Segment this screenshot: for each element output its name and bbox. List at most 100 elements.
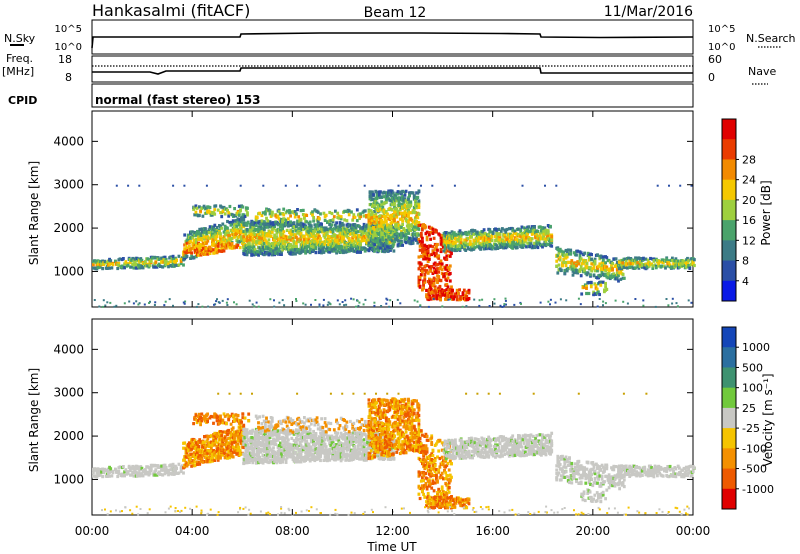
echo-cell	[428, 254, 431, 258]
echo-cell	[194, 237, 198, 241]
echo-cell	[320, 222, 323, 226]
echo-cell	[624, 262, 628, 266]
echo-cell	[310, 303, 312, 306]
echo-cell	[544, 184, 546, 187]
echo-cell	[400, 234, 403, 238]
echo-cell	[132, 263, 136, 267]
echo-cell	[340, 221, 344, 226]
echo-cell	[379, 239, 382, 243]
echo-cell	[338, 303, 341, 306]
echo-cell	[675, 302, 678, 305]
echo-cell	[177, 254, 181, 258]
echo-cell	[382, 223, 386, 227]
echo-cell	[123, 474, 126, 478]
echo-cell	[193, 443, 197, 447]
echo-cell	[432, 294, 435, 298]
echo-cell	[417, 255, 421, 259]
echo-cell	[414, 225, 417, 229]
echo-cell	[416, 216, 420, 220]
echo-cell	[555, 184, 558, 187]
echo-cell	[517, 242, 520, 246]
echo-cell	[200, 249, 204, 253]
echo-cell	[601, 280, 605, 284]
echo-cell	[123, 266, 126, 270]
echo-cell	[617, 279, 620, 283]
echo-cell	[514, 232, 518, 236]
echo-cell	[245, 223, 249, 227]
echo-cell	[375, 228, 379, 232]
echo-cell	[497, 227, 501, 231]
echo-cell	[270, 210, 274, 214]
echo-cell	[262, 220, 266, 224]
echo-cell	[208, 211, 212, 215]
echo-cell	[283, 304, 286, 307]
colorbar-tick-label: 20	[742, 194, 756, 207]
echo-cell	[422, 286, 425, 290]
echo-cell	[267, 234, 271, 238]
echo-cell	[503, 233, 507, 237]
echo-cell	[275, 235, 279, 239]
echo-cell	[422, 283, 425, 287]
echo-cell	[343, 304, 346, 307]
echo-cell	[622, 300, 625, 303]
echo-cell	[426, 249, 430, 253]
echo-cell	[225, 301, 228, 304]
echo-cell	[362, 303, 365, 306]
echo-cell	[314, 247, 318, 251]
echo-cell	[203, 237, 206, 241]
echo-cell	[419, 262, 423, 266]
echo-cell	[242, 235, 246, 239]
echo-cell	[558, 255, 562, 259]
echo-cell	[688, 266, 692, 270]
echo-cell	[307, 231, 311, 235]
echo-cell	[185, 254, 189, 259]
echo-cell	[448, 279, 452, 283]
echo-cell	[405, 228, 409, 232]
echo-cell	[410, 218, 414, 222]
echo-cell	[199, 209, 202, 213]
echo-cell	[529, 242, 533, 246]
cpid-box	[91, 83, 694, 108]
echo-cell	[423, 268, 427, 272]
echo-cell	[401, 243, 404, 247]
echo-cell	[385, 302, 388, 305]
echo-cell	[386, 245, 389, 249]
echo-cell	[594, 283, 598, 288]
echo-cell	[131, 256, 135, 261]
echo-cell	[419, 272, 423, 277]
echo-cell	[280, 223, 283, 227]
echo-cell	[455, 288, 459, 292]
echo-cell	[362, 214, 366, 218]
echo-cell	[501, 227, 504, 231]
velocity-scatter	[92, 392, 696, 516]
echo-cell	[452, 231, 456, 235]
echo-cell	[328, 222, 332, 226]
echo-cell	[314, 299, 317, 301]
echo-cell	[211, 443, 214, 447]
echo-cell	[164, 257, 168, 262]
station-title: Hankasalmi (fitACF)	[92, 1, 250, 20]
echo-cell	[266, 232, 270, 236]
echo-cell	[200, 230, 204, 235]
echo-cell	[98, 473, 102, 477]
echo-cell	[466, 247, 470, 251]
echo-cell	[505, 245, 509, 249]
echo-cell	[583, 269, 586, 273]
freq-label-line1: Freq.	[6, 52, 33, 65]
echo-cell	[135, 300, 138, 303]
echo-cell	[330, 237, 334, 241]
echo-cell	[337, 214, 341, 218]
echo-cell	[657, 264, 660, 268]
echo-cell	[596, 266, 599, 270]
echo-cell	[242, 249, 246, 254]
echo-cell	[186, 454, 190, 458]
echo-cell	[253, 221, 257, 225]
echo-cell	[572, 251, 576, 255]
echo-cell	[334, 247, 337, 251]
echo-cell	[363, 236, 367, 241]
echo-cell	[189, 239, 192, 244]
echo-cell	[494, 235, 497, 239]
echo-cell	[436, 279, 439, 283]
echo-cell	[485, 235, 488, 239]
echo-cell	[693, 258, 696, 262]
